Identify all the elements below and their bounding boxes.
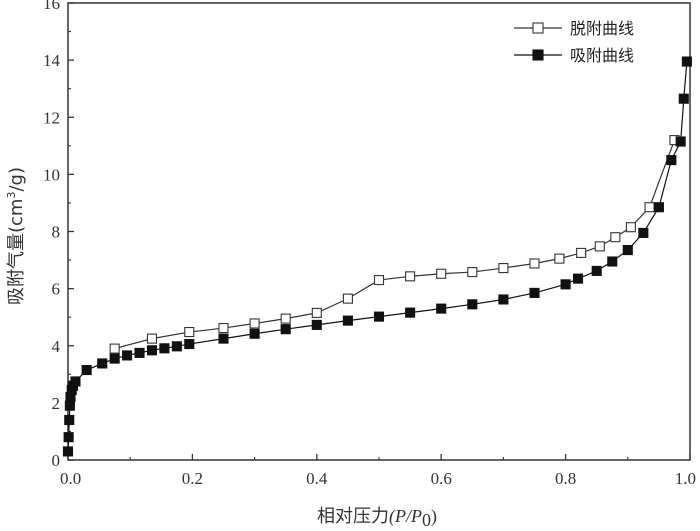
data-point [146,333,158,344]
data-point [405,307,416,318]
series-2 [62,56,692,457]
data-point [405,271,416,282]
y-tick-label: 8 [52,223,61,242]
x-axis-title-close: ) [431,506,437,527]
data-point [467,299,478,310]
data-point [342,315,353,326]
data-point [529,258,540,269]
y-tick-label: 6 [52,280,61,299]
y-tick-label: 16 [43,0,60,13]
data-point [498,294,509,305]
data-point [97,358,108,369]
y-axis-title: 吸附气量(cm3/g) [5,167,27,305]
legend-marker [532,49,544,61]
data-point [342,293,353,304]
series-line [67,61,688,452]
plot-border [67,2,691,461]
data-point [560,279,571,290]
x-axis-title-math: (P/P [389,506,422,527]
x-tick-label: 0.8 [555,469,576,488]
legend-label: 吸附曲线 [570,46,634,65]
legend-label: 脱附曲线 [570,19,634,38]
data-point [436,303,447,314]
data-point [576,247,587,258]
y-axis-title-sup: 3 [5,192,18,199]
data-point [218,333,229,344]
y-axis-ticks: 0 2 4 6 8 10 12 14 16 [43,0,74,470]
x-axis-title: 相对压力(P/P0) [317,506,437,530]
data-point [622,245,633,256]
data-point [644,202,655,213]
y-tick-label: 12 [43,108,60,127]
data-point [311,307,322,318]
data-point [610,232,621,243]
data-point [529,287,540,298]
y-tick-label: 2 [52,394,61,413]
data-point [678,93,689,104]
data-point [70,376,81,387]
plot-frame [67,2,691,461]
data-point [594,241,605,252]
x-tick-label: 0.4 [306,469,328,488]
data-point [249,328,260,339]
y-tick-label: 0 [52,451,61,470]
data-point [63,432,74,443]
x-tick-label: 0.0 [60,469,81,488]
data-point [373,275,385,286]
data-point [184,338,195,350]
data-point [109,343,120,354]
data-point [109,353,120,364]
x-tick-label: 1.0 [675,469,696,488]
data-point [373,311,385,322]
x-tick-label: 0.6 [431,469,452,488]
data-point [681,56,692,67]
data-point [249,318,260,329]
data-point [591,265,602,276]
data-point [134,347,145,358]
data-point [159,343,170,354]
data-point [467,267,478,278]
legend-marker [532,22,544,34]
y-tick-label: 4 [52,337,61,356]
data-point [554,253,565,264]
data-point [81,364,92,376]
data-point [280,313,291,324]
data-point [184,326,195,338]
data-point [311,319,322,330]
series-line [114,139,676,350]
data-point [498,263,509,274]
data-point [675,136,686,147]
y-tick-label: 10 [43,165,60,184]
series-layer [62,56,692,457]
x-axis-title-sub: 0 [422,510,431,530]
data-point [436,268,447,279]
x-axis-title-cjk: 相对压力 [317,506,389,527]
data-point [625,222,636,233]
data-point [653,202,664,213]
y-axis-title-tail: /g) [6,167,27,192]
x-axis-ticks: 0.0 0.2 0.4 0.6 0.8 1.0 [60,454,696,488]
data-point [638,227,649,238]
data-point [218,322,229,334]
y-axis-title-main: 吸附气量(cm [6,199,27,305]
data-point [607,256,618,267]
data-point [64,414,75,426]
data-point [666,155,677,166]
data-point [280,324,291,335]
data-point [122,350,133,361]
x-tick-label: 0.2 [182,469,203,488]
data-point [64,400,75,411]
series-1 [109,135,680,354]
data-point [171,341,182,352]
y-tick-label: 14 [43,51,61,70]
data-point [62,446,74,457]
data-point [572,273,584,284]
data-point [146,345,158,356]
